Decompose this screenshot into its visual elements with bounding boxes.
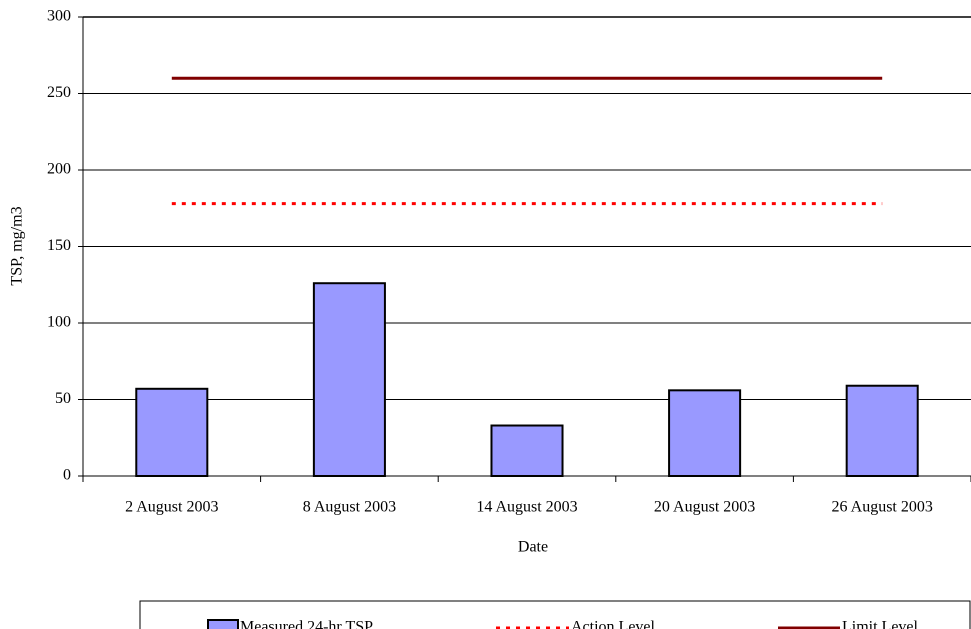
y-tick-label: 0 [63,467,71,484]
y-tick-label: 150 [47,237,71,254]
y-tick-label: 50 [55,390,71,407]
bar [845,384,919,478]
bar [135,387,209,478]
legend-swatch [207,619,239,629]
y-tick-label: 300 [47,8,71,25]
legend-box [139,600,971,629]
y-tick-label: 250 [47,84,71,101]
y-tick-label: 200 [47,161,71,178]
legend-label: Action Level [571,619,656,629]
x-tick-label: 8 August 2003 [303,499,396,516]
legend-label: Limit Level [842,619,919,629]
y-tick-label: 100 [47,314,71,331]
legend-label: Measured 24-hr TSP [240,619,373,629]
y-axis-title: TSP, mg/m3 [9,206,26,285]
x-tick-label: 26 August 2003 [832,499,933,516]
x-tick-label: 20 August 2003 [654,499,755,516]
bar [668,389,742,478]
x-tick-label: 14 August 2003 [476,499,577,516]
x-tick-label: 2 August 2003 [125,499,218,516]
x-axis-title: Date [518,539,548,556]
bar [312,282,386,477]
bar [490,424,564,478]
